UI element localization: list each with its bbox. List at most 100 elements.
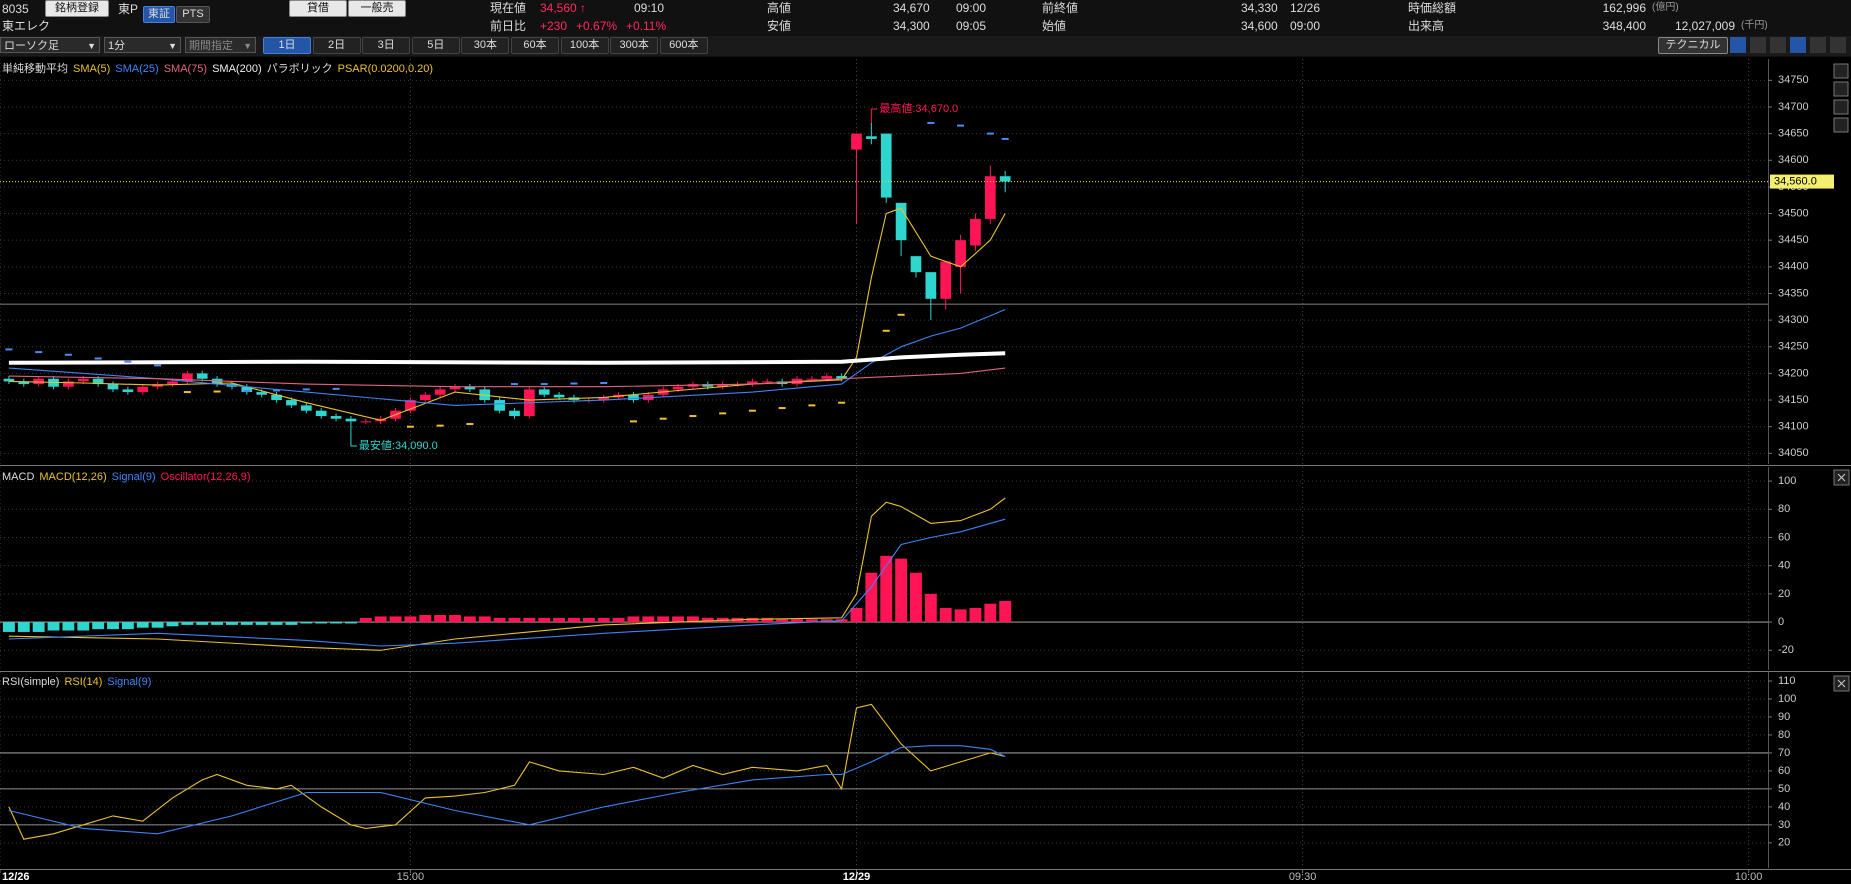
oscillator-bar — [136, 622, 149, 628]
value: 34,670 — [893, 1, 930, 15]
x-tick-label: 09:30 — [1289, 871, 1317, 883]
y-tick-label: 30 — [1778, 819, 1790, 831]
change-pct: +0.67% — [576, 19, 618, 33]
time: 09:00 — [956, 1, 987, 15]
tool-icon[interactable] — [1810, 37, 1826, 53]
stock-name: 東エレク — [2, 19, 51, 33]
psar-dot — [808, 404, 816, 407]
psar-dot — [689, 415, 697, 418]
oscillator-bar — [151, 622, 164, 628]
y-tick-label: 100 — [1778, 693, 1796, 705]
close-rsi[interactable] — [1833, 675, 1850, 692]
oscillator-bar — [701, 617, 714, 623]
last-price-box — [1770, 174, 1834, 189]
psar-dot — [570, 382, 578, 385]
x-tick-label: 15:00 — [397, 871, 425, 883]
indicator-line — [8, 308, 1006, 406]
oscillator-bar — [686, 616, 699, 623]
range-button[interactable]: 300本 — [610, 37, 659, 54]
range-button[interactable]: 600本 — [659, 37, 708, 54]
tool-icon[interactable] — [1750, 37, 1766, 53]
chart-type-select[interactable]: ローソク足 — [0, 37, 100, 54]
annotation-pointer — [350, 432, 357, 447]
legend-entry: SMA(200) — [212, 63, 262, 75]
tool-icon[interactable] — [1790, 37, 1806, 53]
psar-dot — [1001, 137, 1009, 140]
candle-body — [434, 389, 446, 395]
unit: (千円) — [1741, 20, 1768, 31]
value: 348,400 — [1602, 19, 1646, 33]
oscillator-bar — [344, 622, 357, 624]
y-tick-label: 40 — [1778, 560, 1790, 572]
label: 高値 — [767, 1, 792, 15]
candle-body — [330, 416, 342, 419]
range-button[interactable]: 30本 — [461, 37, 510, 54]
oscillator-bar — [463, 616, 476, 623]
candle-body — [479, 389, 491, 401]
tool-icon[interactable] — [1730, 37, 1746, 53]
side-icon[interactable] — [1833, 99, 1849, 115]
candle-body — [63, 381, 74, 387]
range-button[interactable]: 2日 — [312, 37, 361, 54]
candle-body — [405, 400, 416, 411]
price: 34,560 ↑ — [540, 1, 587, 15]
psar-dot — [986, 132, 994, 135]
oscillator-bar — [493, 617, 506, 623]
tool-icons — [1730, 37, 1848, 53]
candle-body — [419, 394, 431, 401]
register-button[interactable]: 銘柄登録 — [45, 0, 109, 17]
tool-icon[interactable] — [1770, 37, 1786, 53]
unit: (億円) — [1652, 2, 1679, 13]
candle-body — [880, 133, 892, 198]
close-macd[interactable] — [1833, 469, 1850, 486]
candle-body — [955, 240, 966, 267]
y-tick-label: 34100 — [1778, 421, 1809, 433]
y-tick-label: 90 — [1778, 711, 1790, 723]
oscillator-bar — [999, 600, 1012, 623]
legend-entry: Oscillator(12,26,9) — [161, 471, 251, 483]
candle-body — [895, 202, 907, 241]
interval-select[interactable]: 1分 — [104, 37, 181, 54]
candle-body — [107, 384, 119, 390]
range-button[interactable]: 5日 — [411, 37, 460, 54]
side-icon[interactable] — [1833, 63, 1849, 79]
oscillator-bar — [880, 555, 893, 623]
technical-button[interactable]: テクニカル — [1658, 37, 1728, 54]
y-tick-label: 34250 — [1778, 341, 1809, 353]
side-icon[interactable] — [1833, 81, 1849, 97]
oscillator-bar — [746, 617, 759, 623]
period-select[interactable]: 期間指定 — [185, 37, 256, 54]
oscillator-bar — [865, 572, 878, 623]
tool-icon[interactable] — [1830, 37, 1846, 53]
range-button[interactable]: 100本 — [560, 37, 609, 54]
side-icon[interactable] — [1833, 117, 1849, 133]
psar-dot — [124, 360, 132, 363]
exchange-tab[interactable]: 東証 — [143, 6, 175, 23]
indicator-line — [8, 703, 1006, 840]
y-tick-label: 60 — [1778, 531, 1790, 543]
value: 34,330 — [1241, 1, 1278, 15]
oscillator-bar — [761, 617, 774, 623]
value: 34,300 — [893, 19, 930, 33]
candle-body — [256, 392, 268, 395]
indicator-line — [8, 518, 1006, 647]
credit-button[interactable]: 一般売 — [348, 0, 406, 17]
label: 出来高 — [1408, 19, 1445, 33]
candle-body — [77, 378, 89, 382]
oscillator-bar — [939, 607, 952, 623]
time: 09:10 — [634, 1, 665, 15]
credit-button[interactable]: 貸借 — [289, 0, 347, 17]
oscillator-bar — [389, 616, 402, 623]
candle-body — [717, 384, 729, 387]
range-button[interactable]: 1日 — [263, 37, 311, 54]
oscillator-bar — [255, 622, 268, 625]
legend-entry: Signal(9) — [112, 471, 156, 483]
candle-body — [866, 136, 877, 139]
y-tick-label: 0 — [1778, 616, 1784, 628]
y-tick-label: 34400 — [1778, 261, 1809, 273]
y-tick-label: 34600 — [1778, 154, 1809, 166]
exchange-tab[interactable]: PTS — [176, 6, 210, 23]
range-button[interactable]: 3日 — [362, 37, 411, 54]
range-button[interactable]: 60本 — [511, 37, 559, 54]
